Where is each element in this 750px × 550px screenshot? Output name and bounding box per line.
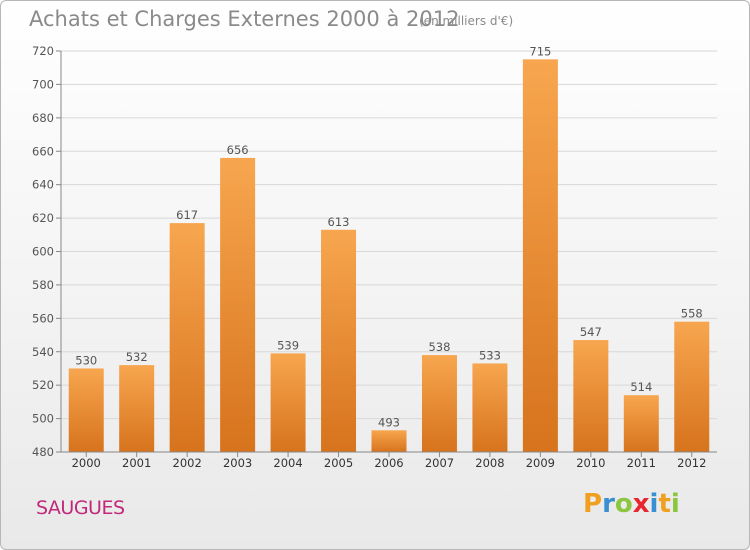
bar <box>119 365 155 452</box>
y-tick-label: 480 <box>32 445 54 459</box>
y-tick-label: 660 <box>32 144 54 158</box>
bar-value-label: 493 <box>378 415 400 429</box>
bar-value-label: 533 <box>479 348 501 362</box>
axes: 480 500 520 540 560 580 600 620 640 660 680 700 720 2… <box>32 44 717 470</box>
x-tick-label: 2008 <box>475 456 504 470</box>
y-tick-label: 720 <box>32 44 54 58</box>
x-tick-label: 2001 <box>122 456 151 470</box>
bar <box>68 368 104 452</box>
y-tick-label: 700 <box>32 77 54 91</box>
bar-value-label: 715 <box>529 44 551 58</box>
commune-name: SAUGUES <box>36 497 125 519</box>
bar-value-label: 514 <box>630 380 652 394</box>
x-tick-label: 2007 <box>425 456 454 470</box>
bar-value-label: 656 <box>227 143 249 157</box>
bar <box>371 430 407 452</box>
bar-value-label: 613 <box>328 215 350 229</box>
bar-value-label: 539 <box>277 338 299 352</box>
bar-value-label: 530 <box>75 353 97 367</box>
y-tick-label: 520 <box>32 378 54 392</box>
bar <box>573 340 609 452</box>
x-tick-label: 2000 <box>72 456 101 470</box>
bars: 530 532 617 656 539 613 493 538 533 715 547 514 558 <box>68 44 710 453</box>
y-tick-label: 580 <box>32 278 54 292</box>
x-tick-label: 2004 <box>273 456 302 470</box>
bar <box>321 229 357 452</box>
x-tick-label: 2012 <box>677 456 706 470</box>
y-tick-label: 560 <box>32 311 54 325</box>
x-tick-label: 2006 <box>374 456 403 470</box>
grid-lines <box>61 50 717 453</box>
bar <box>169 223 205 452</box>
bar <box>472 363 508 452</box>
y-tick-label: 540 <box>32 345 54 359</box>
bar <box>421 355 457 452</box>
y-tick-label: 640 <box>32 178 54 192</box>
bar-value-label: 558 <box>681 307 703 321</box>
chart-title: Achats et Charges Externes 2000 à 2012 <box>29 7 460 31</box>
x-tick-label: 2009 <box>526 456 555 470</box>
y-tick-label: 680 <box>32 111 54 125</box>
y-tick-label: 500 <box>32 412 54 426</box>
bar-value-label: 538 <box>428 340 450 354</box>
bar <box>674 321 710 452</box>
x-tick-label: 2002 <box>173 456 202 470</box>
proxiti-logo: Proxiti <box>583 489 680 519</box>
y-tick-label: 600 <box>32 245 54 259</box>
bar-value-label: 617 <box>176 208 198 222</box>
x-tick-label: 2005 <box>324 456 353 470</box>
bar-value-label: 547 <box>580 325 602 339</box>
bar <box>270 353 306 452</box>
bar-value-label: 532 <box>126 350 148 364</box>
y-tick-label: 620 <box>32 211 54 225</box>
x-tick-label: 2010 <box>576 456 605 470</box>
bar <box>623 395 659 452</box>
bar <box>522 59 558 453</box>
x-tick-label: 2003 <box>223 456 252 470</box>
x-tick-label: 2011 <box>627 456 656 470</box>
chart-unit: (en milliers d'€) <box>419 14 514 28</box>
bar <box>220 157 256 452</box>
